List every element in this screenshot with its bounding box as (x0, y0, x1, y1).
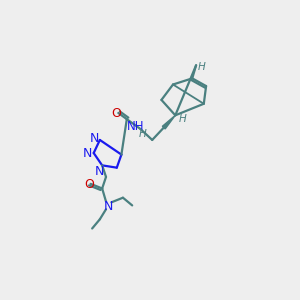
Text: N: N (90, 132, 99, 145)
Text: NH: NH (127, 120, 144, 133)
Text: H: H (198, 62, 206, 72)
Text: N: N (83, 146, 92, 160)
Text: O: O (84, 178, 94, 191)
Text: N: N (103, 200, 113, 213)
Text: H: H (138, 129, 146, 139)
Text: O: O (111, 107, 121, 120)
Text: N: N (94, 165, 104, 178)
Polygon shape (162, 115, 175, 129)
Text: H: H (179, 114, 187, 124)
